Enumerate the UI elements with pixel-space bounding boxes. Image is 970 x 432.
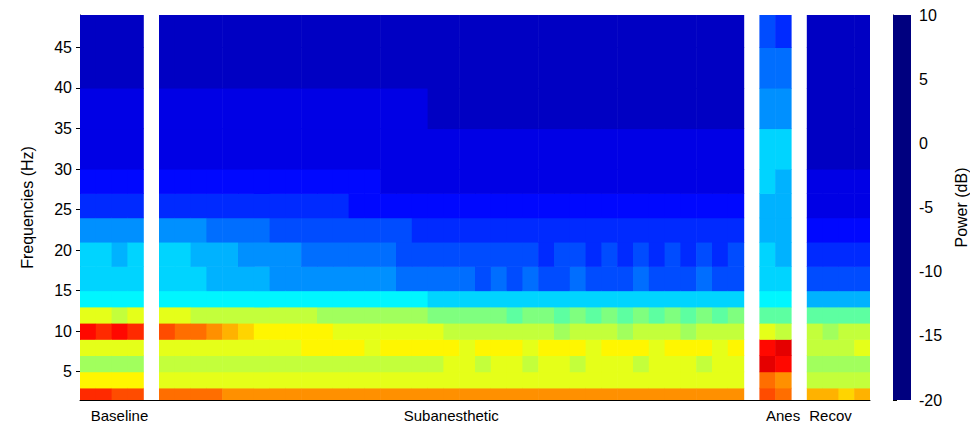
svg-text:-15: -15 bbox=[919, 327, 942, 344]
svg-text:5: 5 bbox=[63, 363, 72, 380]
svg-text:45: 45 bbox=[54, 39, 72, 56]
svg-text:25: 25 bbox=[54, 201, 72, 218]
svg-text:Baseline: Baseline bbox=[91, 407, 149, 424]
svg-text:5: 5 bbox=[919, 71, 928, 88]
svg-text:-10: -10 bbox=[919, 263, 942, 280]
svg-text:15: 15 bbox=[54, 282, 72, 299]
svg-text:20: 20 bbox=[54, 242, 72, 259]
svg-text:-5: -5 bbox=[919, 199, 933, 216]
svg-text:40: 40 bbox=[54, 79, 72, 96]
svg-text:35: 35 bbox=[54, 120, 72, 137]
svg-text:10: 10 bbox=[919, 7, 937, 24]
svg-text:Recov: Recov bbox=[809, 407, 852, 424]
svg-text:Anes: Anes bbox=[766, 407, 800, 424]
svg-text:10: 10 bbox=[54, 323, 72, 340]
svg-text:30: 30 bbox=[54, 161, 72, 178]
svg-text:Frequencies (Hz): Frequencies (Hz) bbox=[19, 146, 36, 269]
svg-text:0: 0 bbox=[919, 135, 928, 152]
svg-text:-20: -20 bbox=[919, 392, 942, 409]
svg-text:Power (dB): Power (dB) bbox=[953, 167, 970, 247]
svg-text:Subanesthetic: Subanesthetic bbox=[404, 407, 500, 424]
